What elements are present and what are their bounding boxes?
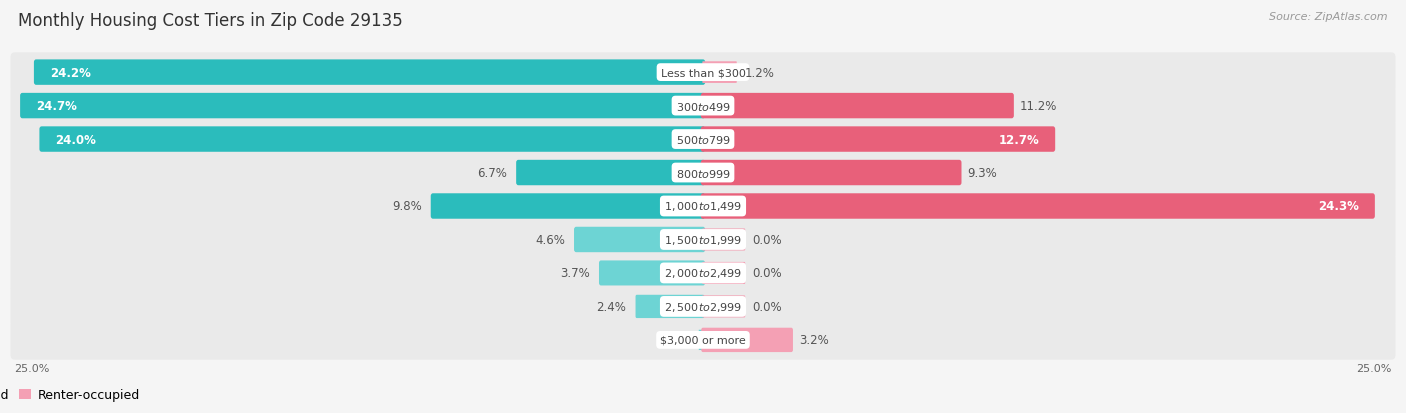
FancyBboxPatch shape [516, 160, 706, 186]
FancyBboxPatch shape [34, 60, 706, 85]
Text: 2.4%: 2.4% [596, 300, 626, 313]
Text: 25.0%: 25.0% [1357, 363, 1392, 373]
Text: 3.7%: 3.7% [560, 267, 591, 280]
Text: $2,000 to $2,499: $2,000 to $2,499 [664, 267, 742, 280]
FancyBboxPatch shape [700, 94, 1014, 119]
Text: $300 to $499: $300 to $499 [675, 100, 731, 112]
FancyBboxPatch shape [700, 160, 962, 186]
Text: 9.3%: 9.3% [967, 166, 997, 180]
FancyBboxPatch shape [10, 153, 1396, 193]
Text: 25.0%: 25.0% [14, 363, 49, 373]
FancyBboxPatch shape [10, 87, 1396, 126]
FancyBboxPatch shape [700, 127, 1054, 152]
FancyBboxPatch shape [703, 62, 737, 84]
FancyBboxPatch shape [599, 261, 704, 286]
FancyBboxPatch shape [10, 254, 1396, 293]
Text: $2,500 to $2,999: $2,500 to $2,999 [664, 300, 742, 313]
FancyBboxPatch shape [702, 328, 793, 352]
Text: $3,000 or more: $3,000 or more [661, 335, 745, 345]
FancyBboxPatch shape [20, 94, 706, 119]
Legend: Owner-occupied, Renter-occupied: Owner-occupied, Renter-occupied [0, 388, 139, 401]
Text: 3.2%: 3.2% [800, 334, 830, 347]
Text: 24.2%: 24.2% [49, 66, 91, 79]
Text: $500 to $799: $500 to $799 [675, 134, 731, 146]
FancyBboxPatch shape [636, 295, 704, 318]
FancyBboxPatch shape [699, 330, 703, 350]
FancyBboxPatch shape [430, 194, 706, 219]
Text: Source: ZipAtlas.com: Source: ZipAtlas.com [1270, 12, 1388, 22]
Text: $800 to $999: $800 to $999 [675, 167, 731, 179]
Text: Less than $300: Less than $300 [661, 68, 745, 78]
Text: 11.2%: 11.2% [1019, 100, 1057, 113]
Text: 0.0%: 0.0% [752, 233, 782, 247]
Text: $1,500 to $1,999: $1,500 to $1,999 [664, 233, 742, 247]
Text: 24.0%: 24.0% [55, 133, 96, 146]
FancyBboxPatch shape [10, 220, 1396, 260]
FancyBboxPatch shape [702, 229, 745, 251]
FancyBboxPatch shape [10, 320, 1396, 360]
Text: 1.2%: 1.2% [744, 66, 775, 79]
FancyBboxPatch shape [702, 296, 745, 318]
Text: 0.0%: 0.0% [752, 267, 782, 280]
FancyBboxPatch shape [10, 53, 1396, 93]
FancyBboxPatch shape [700, 194, 1375, 219]
FancyBboxPatch shape [10, 120, 1396, 159]
Text: Monthly Housing Cost Tiers in Zip Code 29135: Monthly Housing Cost Tiers in Zip Code 2… [18, 12, 404, 30]
FancyBboxPatch shape [702, 262, 745, 284]
Text: 6.7%: 6.7% [478, 166, 508, 180]
Text: 24.3%: 24.3% [1317, 200, 1358, 213]
Text: 4.6%: 4.6% [536, 233, 565, 247]
FancyBboxPatch shape [574, 227, 706, 253]
FancyBboxPatch shape [10, 187, 1396, 226]
Text: 12.7%: 12.7% [998, 133, 1039, 146]
Text: $1,000 to $1,499: $1,000 to $1,499 [664, 200, 742, 213]
FancyBboxPatch shape [39, 127, 706, 152]
FancyBboxPatch shape [10, 287, 1396, 326]
Text: 24.7%: 24.7% [37, 100, 77, 113]
Text: 0.0%: 0.0% [752, 300, 782, 313]
Text: 9.8%: 9.8% [392, 200, 422, 213]
